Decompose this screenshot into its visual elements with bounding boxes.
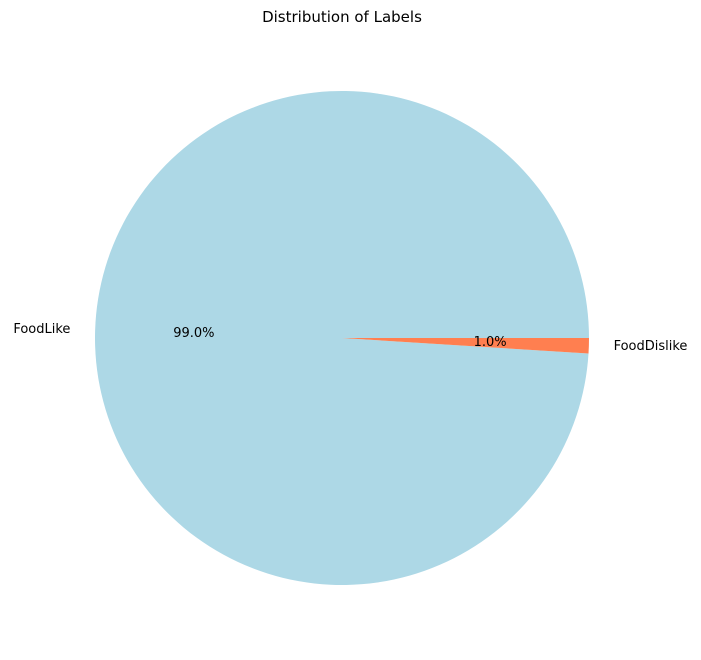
pie-slice-foodlike bbox=[94, 90, 590, 585]
slice-label-foodlike: FoodLike bbox=[13, 322, 70, 337]
chart-title: Distribution of Labels bbox=[262, 8, 422, 26]
slice-label-fooddislike: FoodDislike bbox=[614, 339, 688, 354]
pie-slice-fooddislike bbox=[342, 338, 589, 354]
slice-pct-fooddislike: 1.0% bbox=[474, 335, 507, 350]
pie-slices bbox=[94, 90, 590, 585]
slice-pct-foodlike: 99.0% bbox=[173, 326, 214, 341]
pie-labels: FoodLike 99.0% FoodDislike 1.0% bbox=[13, 322, 687, 354]
